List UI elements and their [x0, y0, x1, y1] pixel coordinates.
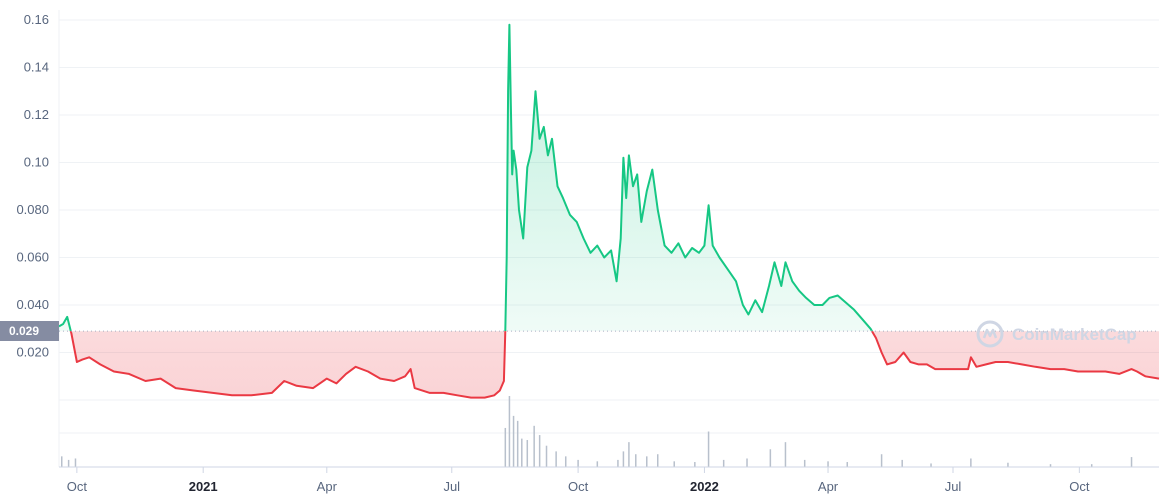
watermark: CoinMarketCap [976, 320, 1137, 348]
price-line-up [58, 23, 874, 332]
volume-bar [67, 459, 70, 467]
volume-bar [1049, 464, 1052, 467]
volume-bar [827, 461, 829, 467]
x-tick-label: Oct [67, 479, 88, 494]
volume-bar [596, 461, 599, 467]
volume-bar [657, 454, 659, 467]
volume-bar [516, 420, 519, 467]
volume-bar [901, 459, 903, 467]
volume-bar [628, 442, 630, 467]
x-tick-label: Oct [568, 479, 589, 494]
volume-bar [803, 459, 806, 467]
volume-bar [646, 456, 648, 467]
volume-bar [555, 451, 557, 467]
y-tick-label: 0.16 [24, 12, 49, 27]
x-tick-label: 2022 [690, 479, 719, 494]
area-fill-down [70, 331, 1159, 398]
volume-bar [746, 458, 748, 467]
volume-bars [60, 396, 1133, 467]
x-tick-label: Apr [818, 479, 839, 494]
baseline-badge: 0.029 [0, 321, 59, 341]
volume-bar [784, 442, 787, 467]
volume-bar [1130, 457, 1133, 467]
baseline-badge-label: 0.029 [9, 324, 39, 338]
axes: 0.16 0.14 0.12 0.10 0.080 0.060 0.040 0.020 Oct 2… [16, 12, 1159, 494]
y-tick-label: 0.12 [24, 107, 49, 122]
baseline-badge-bg [0, 321, 59, 341]
y-tick-label: 0.14 [24, 60, 49, 75]
volume-bar [635, 454, 637, 467]
volume-bar [707, 431, 710, 467]
volume-bar [722, 459, 725, 467]
volume-bar [673, 461, 675, 467]
volume-bar [970, 458, 972, 467]
area-fill-up [59, 24, 1159, 332]
x-tick-label: Oct [1069, 479, 1090, 494]
volume-bar [521, 438, 523, 467]
x-tick-label: Jul [945, 479, 962, 494]
volume-bar [526, 440, 529, 467]
volume-bar [508, 396, 511, 467]
y-tick-label: 0.020 [16, 345, 49, 360]
price-area [59, 24, 1159, 398]
y-tick-label: 0.080 [16, 202, 49, 217]
volume-bar [769, 449, 772, 467]
volume-bar [622, 451, 625, 467]
volume-bar [694, 462, 696, 467]
volume-bar [504, 427, 507, 467]
volume-bar [1007, 462, 1009, 467]
volume-bar [74, 458, 77, 467]
volume-bar [617, 459, 619, 467]
x-tick-label: Jul [443, 479, 460, 494]
volume-bar [577, 459, 579, 467]
coinmarketcap-logo-icon [976, 320, 1004, 348]
y-tick-label: 0.060 [16, 250, 49, 265]
volume-bar [512, 415, 515, 467]
volume-bar [930, 463, 932, 467]
volume-bar [880, 454, 883, 467]
y-tick-label: 0.10 [24, 155, 49, 170]
price-line [58, 23, 1160, 399]
volume-bar [533, 425, 535, 467]
x-tick-label: 2021 [189, 479, 218, 494]
volume-bar [846, 462, 849, 467]
volume-bar [60, 456, 63, 467]
volume-bar [564, 456, 567, 467]
price-line-down [69, 331, 1160, 399]
volume-bar [545, 445, 548, 467]
y-tick-label: 0.040 [16, 297, 49, 312]
watermark-text: CoinMarketCap [1012, 325, 1137, 344]
grid-lines [58, 10, 1159, 467]
x-tick-label: Apr [317, 479, 338, 494]
volume-bar [1090, 464, 1093, 467]
volume-bar [538, 435, 541, 467]
